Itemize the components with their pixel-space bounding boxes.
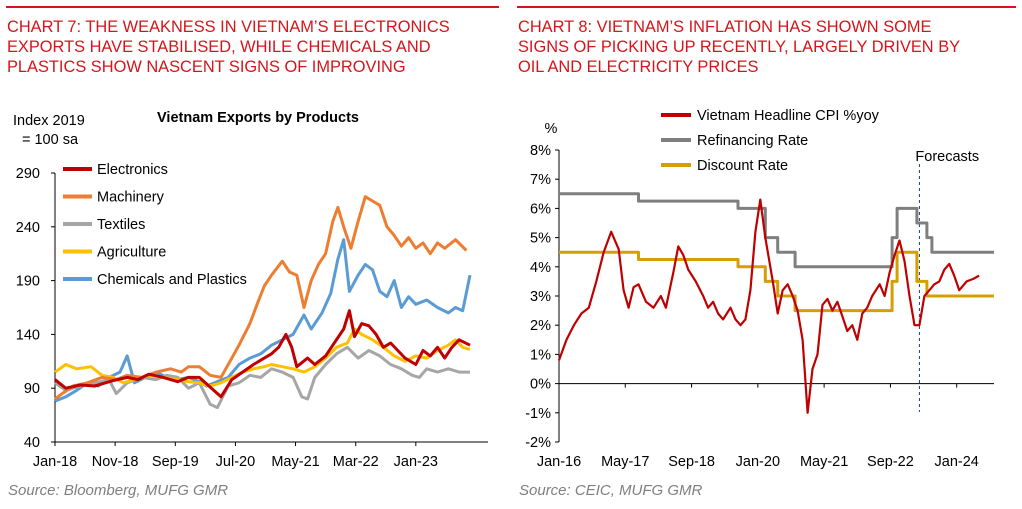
series-line-textiles	[54, 345, 470, 410]
y-tick-label: 290	[16, 166, 40, 182]
legend-label: Vietnam Headline CPI %yoy	[697, 108, 880, 124]
legend-label: Textiles	[97, 217, 145, 233]
series-line-refinancing-rate	[559, 192, 994, 269]
x-tick-label: Mar-22	[333, 454, 379, 470]
legend-label: Refinancing Rate	[697, 133, 808, 149]
forecast-label: Forecasts	[915, 149, 979, 165]
y-axis-label: Index 2019	[13, 113, 85, 129]
x-tick-label: Jan-24	[935, 454, 979, 470]
x-tick-label: Jan-16	[537, 454, 581, 470]
y-tick-label: 40	[24, 435, 40, 451]
series-line-agriculture	[54, 327, 471, 388]
y-tick-label: 1%	[530, 347, 551, 363]
x-tick-label: Jul-20	[216, 454, 256, 470]
y-tick-label: 0%	[530, 377, 551, 393]
y-tick-label: 4%	[530, 260, 551, 276]
legend-label: Discount Rate	[697, 158, 788, 174]
left-panel: CHART 7: THE WEAKNESS IN VIETNAM’S ELECT…	[0, 0, 505, 509]
y-tick-label: 140	[16, 327, 40, 343]
chart8-title: CHART 8: VIETNAM’S INFLATION HAS SHOWN S…	[518, 18, 961, 76]
x-tick-label: May-17	[601, 454, 649, 470]
top-rule	[517, 6, 1016, 8]
y-axis-label: %	[545, 121, 558, 137]
y-tick-label: 2%	[530, 318, 551, 334]
y-tick-label: -2%	[525, 435, 551, 451]
x-tick-label: Sep-22	[867, 454, 914, 470]
y-tick-label: 240	[16, 220, 40, 236]
chart7-title: CHART 7: THE WEAKNESS IN VIETNAM’S ELECT…	[7, 18, 450, 76]
x-tick-label: Jan-18	[33, 454, 77, 470]
right-panel: CHART 8: VIETNAM’S INFLATION HAS SHOWN S…	[511, 0, 1022, 509]
y-axis-label: = 100 sa	[22, 132, 79, 148]
legend-label: Machinery	[97, 190, 165, 206]
y-tick-label: 90	[24, 381, 40, 397]
x-tick-label: Sep-19	[152, 454, 199, 470]
series-line-electronics	[54, 309, 471, 399]
y-tick-label: 5%	[530, 231, 551, 247]
x-tick-label: Jan-23	[394, 454, 438, 470]
x-tick-label: May-21	[800, 454, 848, 470]
y-tick-label: 190	[16, 274, 40, 290]
y-tick-label: 3%	[530, 289, 551, 305]
chart8-source: Source: CEIC, MUFG GMR	[519, 482, 703, 499]
y-tick-label: 7%	[530, 172, 551, 188]
chart8-svg: -2% -1% 0% 1% 2% 3% 4% 5% 6% 7% 8% Jan-16 May-17 Sep-…	[525, 108, 994, 470]
chart7-source: Source: Bloomberg, MUFG GMR	[8, 482, 229, 499]
legend-label: Agriculture	[97, 245, 166, 261]
series-line-vietnam-headline-cpi-yoy	[557, 198, 980, 414]
top-rule	[6, 6, 499, 8]
legend-label: Chemicals and Plastics	[97, 272, 247, 288]
x-tick-label: Jan-20	[736, 454, 780, 470]
y-tick-label: -1%	[525, 406, 551, 422]
y-tick-label: 6%	[530, 201, 551, 217]
legend-label: Electronics	[97, 162, 168, 178]
plot-title: Vietnam Exports by Products	[157, 110, 359, 126]
x-tick-label: May-21	[271, 454, 319, 470]
y-tick-label: 8%	[530, 143, 551, 159]
chart7-svg: 40 90 140 190 240 290 Jan-18 Nov-18 Sep-19 Jul-20…	[13, 110, 488, 470]
x-tick-label: Nov-18	[92, 454, 139, 470]
x-tick-label: Sep-18	[668, 454, 715, 470]
